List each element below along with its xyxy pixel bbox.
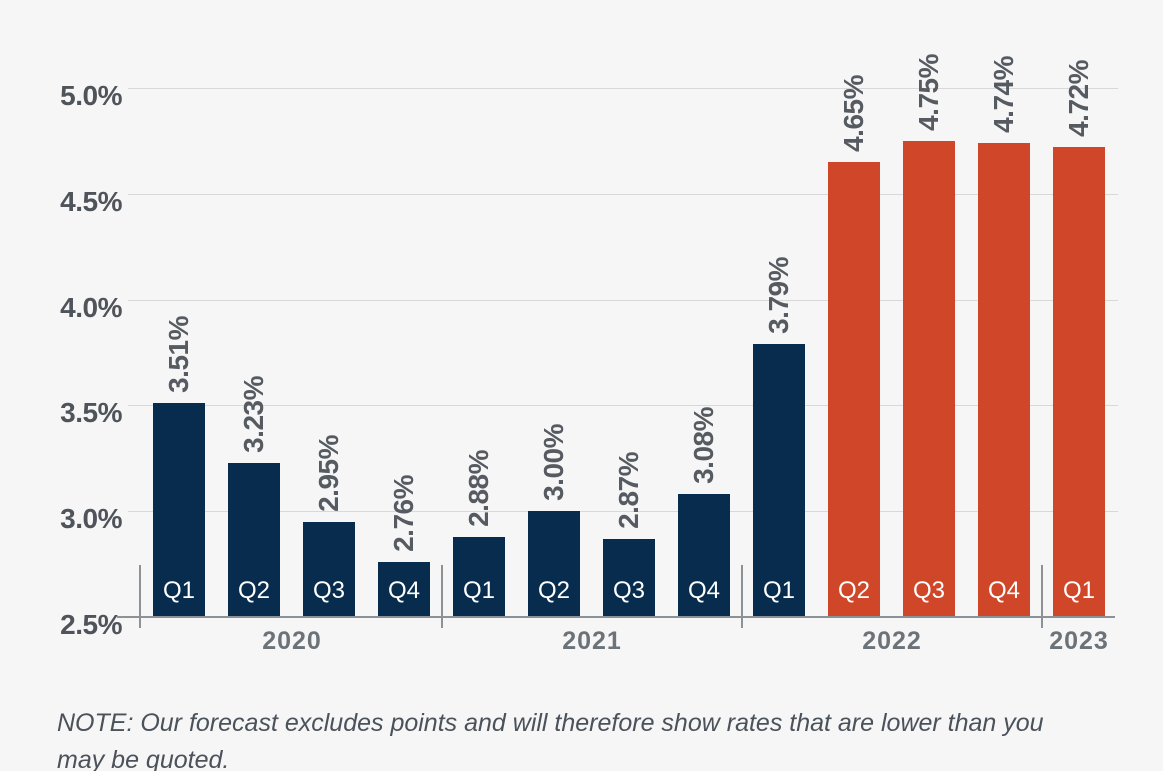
bar-value-label: 2.87% [613,452,644,529]
bar-quarter-label: Q2 [837,577,870,604]
year-label-2020: 2020 [262,627,322,655]
y-axis-tick-label: 4.0% [60,292,122,323]
bar-value-label: 3.51% [163,316,194,393]
bar-q3-2020 [303,522,355,617]
bar-value-label: 4.74% [988,56,1019,133]
forecast-footnote: NOTE: Our forecast excludes points and w… [57,709,1044,771]
bar-q4-2020 [378,562,430,617]
bar-quarter-label: Q4 [387,577,420,604]
bar-quarter-label: Q2 [237,577,270,604]
bar-value-label: 3.00% [538,424,569,501]
y-gridline [128,88,1118,89]
y-axis-tick-label: 3.5% [60,397,122,428]
year-divider [441,565,443,628]
y-gridline [128,511,1118,512]
bar-value-label: 3.79% [763,257,794,334]
bar-value-label: 3.08% [688,407,719,484]
year-label-2022: 2022 [862,627,922,655]
bar-quarter-label: Q3 [612,577,645,604]
year-label-2021: 2021 [562,627,622,655]
bar-value-label: 3.23% [238,376,269,453]
y-gridline [128,405,1118,406]
bar-value-label: 2.76% [388,475,419,552]
bar-quarter-label: Q1 [162,577,195,604]
bar-quarter-label: Q1 [1062,577,1095,604]
bar-q1-2021 [453,537,505,617]
bar-q2-2020 [228,463,280,617]
bar-q2-2021 [528,511,580,617]
bar-q3-2021 [603,539,655,617]
bar-quarter-label: Q3 [312,577,345,604]
y-axis-tick-label: 5.0% [60,80,122,111]
bar-quarter-label: Q4 [687,577,720,604]
y-gridline [128,300,1118,301]
bar-quarter-label: Q1 [762,577,795,604]
y-axis-tick-label: 3.0% [60,503,122,534]
bar-q1-2020 [153,403,205,617]
axis-left-tick [139,565,141,628]
bar-value-label: 4.75% [913,54,944,131]
bar-q4-2022 [978,143,1030,617]
bar-q4-2021 [678,494,730,617]
bar-quarter-label: Q4 [987,577,1020,604]
year-divider [1041,565,1043,628]
bar-quarter-label: Q3 [912,577,945,604]
y-axis-tick-label: 2.5% [60,609,122,640]
bar-value-label: 2.88% [463,450,494,527]
bar-quarter-label: Q1 [462,577,495,604]
bar-q2-2022 [828,162,880,617]
bar-value-label: 2.95% [313,435,344,512]
year-divider [741,565,743,628]
x-axis-baseline [117,616,1115,618]
bar-value-label: 4.72% [1063,60,1094,137]
bar-value-label: 4.65% [838,75,869,152]
bar-q3-2022 [903,141,955,617]
bar-quarter-label: Q2 [537,577,570,604]
y-axis-tick-label: 4.5% [60,186,122,217]
bar-q1-2022 [753,344,805,617]
bar-q1-2023 [1053,147,1105,617]
y-gridline [128,194,1118,195]
year-label-2023: 2023 [1049,627,1109,655]
